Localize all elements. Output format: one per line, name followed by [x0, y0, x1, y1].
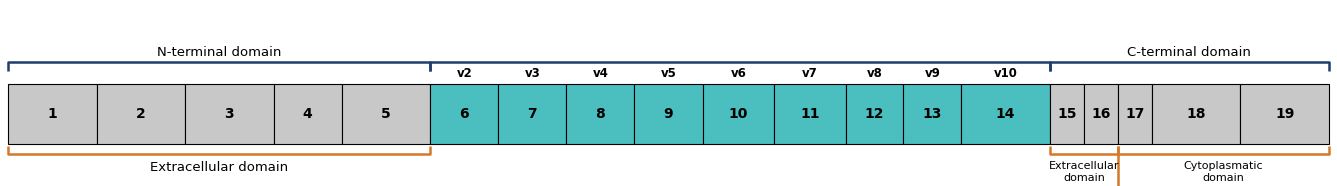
Text: v6: v6	[730, 67, 746, 80]
Text: v2: v2	[456, 67, 472, 80]
Bar	[567, 84, 635, 144]
Bar	[342, 84, 431, 144]
Text: v4: v4	[592, 67, 608, 80]
Bar	[635, 84, 702, 144]
Bar	[1118, 84, 1152, 144]
Text: 7: 7	[528, 107, 537, 121]
Bar	[274, 84, 342, 144]
Text: 19: 19	[1275, 107, 1294, 121]
Text: 15: 15	[1058, 107, 1076, 121]
Bar	[904, 84, 961, 144]
Bar	[702, 84, 774, 144]
Text: v7: v7	[802, 67, 818, 80]
Text: 6: 6	[460, 107, 469, 121]
Text: v3: v3	[524, 67, 540, 80]
Bar	[1241, 84, 1329, 144]
Bar	[1152, 84, 1241, 144]
Text: 3: 3	[225, 107, 234, 121]
Text: v5: v5	[660, 67, 677, 80]
Text: 11: 11	[800, 107, 820, 121]
Text: 16: 16	[1091, 107, 1111, 121]
Text: Extracellular
domain: Extracellular domain	[1048, 161, 1119, 183]
Text: v9: v9	[924, 67, 940, 80]
Bar	[774, 84, 845, 144]
Text: N-terminal domain: N-terminal domain	[156, 46, 281, 59]
Text: 14: 14	[996, 107, 1015, 121]
Bar	[845, 84, 904, 144]
Text: 5: 5	[381, 107, 390, 121]
Text: 1: 1	[47, 107, 57, 121]
Bar	[499, 84, 567, 144]
Text: 18: 18	[1186, 107, 1206, 121]
Bar	[431, 84, 499, 144]
Text: v10: v10	[993, 67, 1017, 80]
Bar	[96, 84, 185, 144]
Bar	[961, 84, 1050, 144]
Text: 2: 2	[136, 107, 146, 121]
Bar	[185, 84, 274, 144]
Text: 12: 12	[865, 107, 884, 121]
Bar	[1084, 84, 1118, 144]
Text: Extracellular domain: Extracellular domain	[150, 161, 289, 174]
Text: v8: v8	[866, 67, 882, 80]
Bar	[1050, 84, 1084, 144]
Text: 9: 9	[663, 107, 674, 121]
Text: 13: 13	[923, 107, 943, 121]
Text: 10: 10	[729, 107, 747, 121]
Text: 17: 17	[1126, 107, 1144, 121]
Text: 8: 8	[595, 107, 606, 121]
Bar	[8, 84, 96, 144]
Text: 4: 4	[302, 107, 313, 121]
Text: Cytoplasmatic
domain: Cytoplasmatic domain	[1183, 161, 1263, 183]
Text: C-terminal domain: C-terminal domain	[1127, 46, 1251, 59]
